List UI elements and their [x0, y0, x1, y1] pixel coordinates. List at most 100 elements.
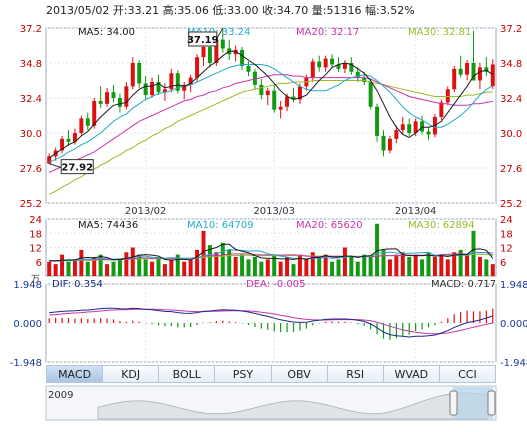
volume-bar [137, 254, 142, 276]
candle-body [375, 106, 380, 136]
candle-body [420, 121, 425, 132]
candle-body [111, 92, 116, 98]
volume-value: 51316 [326, 4, 362, 17]
tab-boll[interactable]: BOLL [159, 365, 216, 383]
volume-bar [240, 254, 245, 276]
candle-body [220, 39, 225, 49]
price-x-tick: 2013/03 [253, 206, 295, 217]
candle-body [79, 118, 84, 133]
low-callout-text: 27.92 [61, 163, 93, 174]
volume-bar [156, 257, 161, 276]
volume-ma5-line [49, 243, 494, 262]
tab-wvad[interactable]: WVAD [383, 365, 440, 383]
candle-body [233, 49, 238, 55]
volume-bar [484, 259, 489, 276]
candle-body [445, 89, 450, 103]
volume-bar [381, 249, 386, 276]
volume-bar [465, 254, 470, 276]
candle-body [162, 89, 167, 93]
macd-dif-line [49, 307, 493, 338]
volume-bar [220, 242, 225, 276]
range-handle-right[interactable] [487, 390, 496, 416]
candle-body [317, 61, 322, 68]
candle-body [297, 86, 302, 100]
tab-obv[interactable]: OBV [271, 365, 328, 383]
candle-body [207, 46, 212, 63]
volume-bar [297, 254, 302, 276]
close-value: 34.70 [276, 4, 309, 17]
range-handle-left[interactable] [449, 390, 458, 416]
candle-body [143, 83, 148, 96]
volume-bar [304, 259, 309, 276]
macd-value-label: MACD: 0.717 [431, 279, 496, 290]
volume-ma5-label: MA5: 74436 [78, 220, 138, 231]
low-label: 低: [212, 4, 228, 17]
volume-y-tick-left: 24 [29, 215, 42, 226]
tab-rsi[interactable]: RSI [327, 365, 384, 383]
candle-body [355, 71, 360, 78]
price-ma30-label: MA30: 32.81 [408, 27, 471, 38]
price-ma30-line [48, 80, 493, 195]
candle-body [124, 86, 129, 107]
candle-body [98, 100, 103, 104]
volume-bar [471, 230, 476, 276]
tab-cci[interactable]: CCI [439, 365, 496, 383]
tab-psy[interactable]: PSY [215, 365, 272, 383]
volume-bar [188, 259, 193, 276]
volume-bar [195, 249, 200, 276]
price-y-tick-right: 27.6 [500, 164, 522, 175]
price-ma10-label: MA10: 33.24 [187, 27, 250, 38]
high-callout-text: 37.19 [187, 35, 219, 46]
range-history-area [97, 392, 489, 420]
volume-bar [420, 259, 425, 276]
candle-body [259, 84, 264, 96]
tab-macd[interactable]: MACD [46, 365, 104, 383]
change-label: 幅: [365, 4, 380, 17]
volume-bar [201, 230, 206, 276]
candle-body [368, 81, 373, 107]
volume-bar [60, 254, 65, 276]
candle-body [336, 64, 341, 69]
macd-y-tick-right: 1.948 [500, 280, 527, 291]
volume-bar [375, 223, 380, 276]
high-callout-box [188, 31, 218, 47]
volume-bar [342, 247, 347, 276]
volume-bar [79, 249, 84, 276]
volume-bar [330, 261, 335, 276]
candle-body [471, 63, 476, 81]
candle-body [342, 63, 347, 69]
candle-body [195, 57, 200, 78]
candle-body [465, 63, 470, 75]
volume-bar [368, 257, 373, 276]
volume-ma20-label: MA20: 65620 [296, 220, 363, 231]
candle-body [362, 77, 367, 82]
volume-bar [143, 259, 148, 276]
candle-body [349, 63, 354, 72]
price-ma5-line [48, 50, 494, 159]
candle-body [214, 39, 219, 63]
volume-y-tick-right: 24 [500, 215, 513, 226]
volume-bar [317, 257, 322, 276]
candle-body [72, 133, 77, 142]
candle-body [117, 98, 122, 107]
price-ma20-line [48, 74, 493, 173]
price-ma5-label: MA5: 34.00 [78, 27, 135, 38]
range-year-label: 2009 [48, 390, 74, 401]
price-y-tick-right: 30.0 [500, 129, 522, 140]
volume-bar [355, 261, 360, 276]
macd-dif-label: DIF: 0.354 [52, 279, 103, 290]
candle-body [426, 131, 431, 135]
candle-body [47, 156, 52, 164]
volume-bar [92, 257, 97, 276]
volume-bar [310, 252, 315, 276]
open-value: 33.21 [127, 4, 160, 17]
candle-body [246, 65, 251, 72]
candle-body [413, 121, 418, 133]
candle-body [92, 100, 97, 126]
close-label: 收: [262, 4, 277, 17]
volume-bar [349, 257, 354, 276]
tab-kdj[interactable]: KDJ [103, 365, 160, 383]
candle-body [169, 73, 174, 90]
volume-bar [285, 257, 290, 276]
